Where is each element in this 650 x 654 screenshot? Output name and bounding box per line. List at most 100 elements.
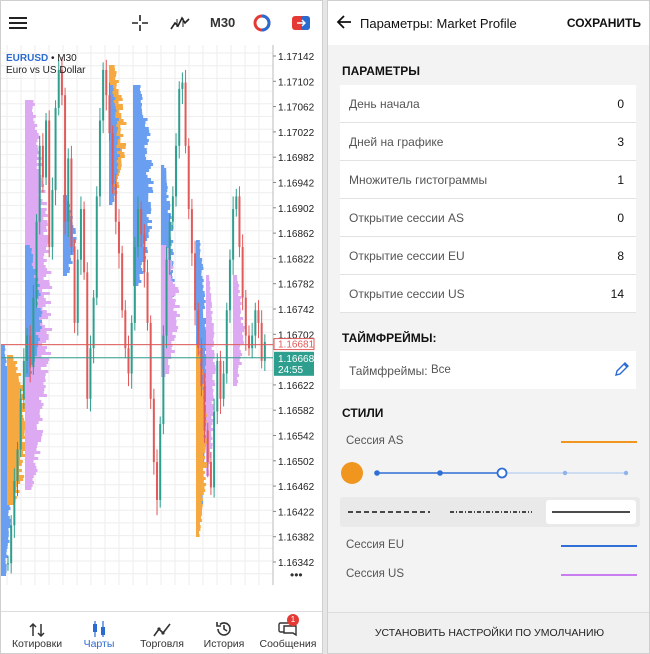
candle-body <box>260 322 263 361</box>
profile-bar <box>233 290 240 293</box>
profile-bar <box>25 271 52 274</box>
profile-bar <box>25 317 39 320</box>
param-row-start-day[interactable]: День начала 0 <box>340 85 636 123</box>
candle-body <box>200 348 203 387</box>
param-row-session-eu-open[interactable]: Открытие сессии EU 8 <box>340 237 636 275</box>
line-width-slider[interactable] <box>328 457 650 489</box>
trade-icon[interactable] <box>290 12 312 34</box>
param-value[interactable]: 14 <box>610 287 624 301</box>
back-arrow-icon[interactable] <box>336 14 352 35</box>
profile-bar <box>1 489 13 492</box>
session-as-color-line[interactable] <box>561 441 637 443</box>
profile-bar <box>161 180 167 183</box>
profile-bar <box>25 358 50 361</box>
profile-bar <box>133 220 153 223</box>
profile-bar <box>109 77 116 80</box>
profile-bar <box>161 245 167 248</box>
nav-trade[interactable]: Торговля <box>126 612 198 653</box>
menu-icon[interactable] <box>7 12 29 34</box>
width-step-3[interactable] <box>496 467 508 479</box>
nav-charts[interactable]: Чарты <box>63 612 135 653</box>
candle-body <box>117 221 120 254</box>
profile-bar <box>133 151 147 154</box>
profile-bar <box>206 308 211 311</box>
profile-bar <box>161 186 168 189</box>
profile-bar <box>196 318 207 321</box>
reset-defaults-label: УСТАНОВИТЬ НАСТРОЙКИ ПО УМОЛЧАНИЮ <box>374 627 605 639</box>
bid-label-box <box>273 338 315 351</box>
profile-bar <box>196 348 210 351</box>
profile-bar <box>206 305 212 308</box>
profile-bar <box>1 381 9 384</box>
param-row-session-as-open[interactable]: Открытие сессии AS 0 <box>340 199 636 237</box>
reset-defaults-button[interactable]: УСТАНОВИТЬ НАСТРОЙКИ ПО УМОЛЧАНИЮ <box>328 612 649 653</box>
profile-bar <box>233 368 239 371</box>
profile-bar <box>233 293 239 296</box>
profile-bar <box>206 374 213 377</box>
profile-bar <box>196 315 204 318</box>
param-value[interactable]: 0 <box>617 97 624 111</box>
profile-bar <box>25 418 43 421</box>
param-row-session-us-open[interactable]: Открытие сессии US 14 <box>340 275 636 313</box>
profile-bar <box>25 205 40 208</box>
param-value[interactable]: 8 <box>617 249 624 263</box>
profile-bar <box>25 232 44 235</box>
profile-bar <box>25 409 40 412</box>
candle-body <box>22 360 25 399</box>
timeframe-button[interactable]: M30 <box>210 15 236 30</box>
param-value[interactable]: 0 <box>617 211 624 225</box>
session-us-color-line[interactable] <box>561 574 637 576</box>
profile-bar <box>63 201 70 204</box>
objects-icon[interactable] <box>251 12 273 34</box>
profile-bar <box>109 169 119 172</box>
width-step-2[interactable] <box>437 470 443 476</box>
profile-bar <box>206 332 215 335</box>
session-color-swatch[interactable] <box>341 462 363 484</box>
profile-bar <box>7 466 20 469</box>
pencil-icon[interactable] <box>614 361 630 382</box>
profile-bar <box>25 245 30 248</box>
profile-bar <box>1 378 10 381</box>
profile-bar <box>161 329 178 332</box>
profile-bar <box>233 302 242 305</box>
candle-body <box>41 145 44 178</box>
profile-bar <box>196 372 203 375</box>
profile-bar <box>1 354 6 357</box>
profile-bar <box>1 486 11 489</box>
save-button[interactable]: СОХРАНИТЬ <box>566 16 641 30</box>
width-step-5[interactable] <box>623 470 629 476</box>
crosshair-icon[interactable] <box>129 12 151 34</box>
nav-quotes[interactable]: Котировки <box>1 612 73 653</box>
history-icon <box>188 612 260 638</box>
profile-bar <box>233 308 241 311</box>
profile-bar <box>1 531 9 534</box>
param-row-histogram-multiplier[interactable]: Множитель гистограммы 1 <box>340 161 636 199</box>
profile-bar <box>133 163 154 166</box>
session-eu-style-row[interactable]: Сессия EU <box>328 531 649 561</box>
profile-bar <box>25 460 34 463</box>
session-eu-color-line[interactable] <box>561 545 637 547</box>
candle-body <box>19 398 22 450</box>
candle-body <box>7 563 9 565</box>
width-step-1[interactable] <box>374 470 380 476</box>
session-as-style-row[interactable]: Сессия AS <box>328 427 649 457</box>
profile-bar <box>133 97 143 100</box>
profile-bar <box>25 301 52 304</box>
candle-body <box>13 481 16 526</box>
nav-history[interactable]: История <box>188 612 260 653</box>
profile-bar <box>233 323 244 326</box>
profile-bar <box>1 375 8 378</box>
profile-bar <box>233 305 241 308</box>
session-us-style-row[interactable]: Сессия US <box>328 560 649 590</box>
profile-bar <box>233 374 240 377</box>
price-chart[interactable]: 1.17142 1.17102 1.17062 1.17022 1.16982 1.169… <box>1 45 323 585</box>
param-row-days-on-chart[interactable]: Дней на графике 3 <box>340 123 636 161</box>
profile-bar <box>233 335 244 338</box>
nav-messages[interactable]: Сообщения 1 <box>252 612 322 653</box>
width-step-4[interactable] <box>562 470 568 476</box>
param-value[interactable]: 1 <box>617 173 624 187</box>
timeframes-row[interactable]: Таймфреймы: Все <box>340 351 636 389</box>
indicators-icon[interactable] <box>169 12 191 34</box>
param-value[interactable]: 3 <box>617 135 624 149</box>
profile-bar <box>7 478 24 481</box>
